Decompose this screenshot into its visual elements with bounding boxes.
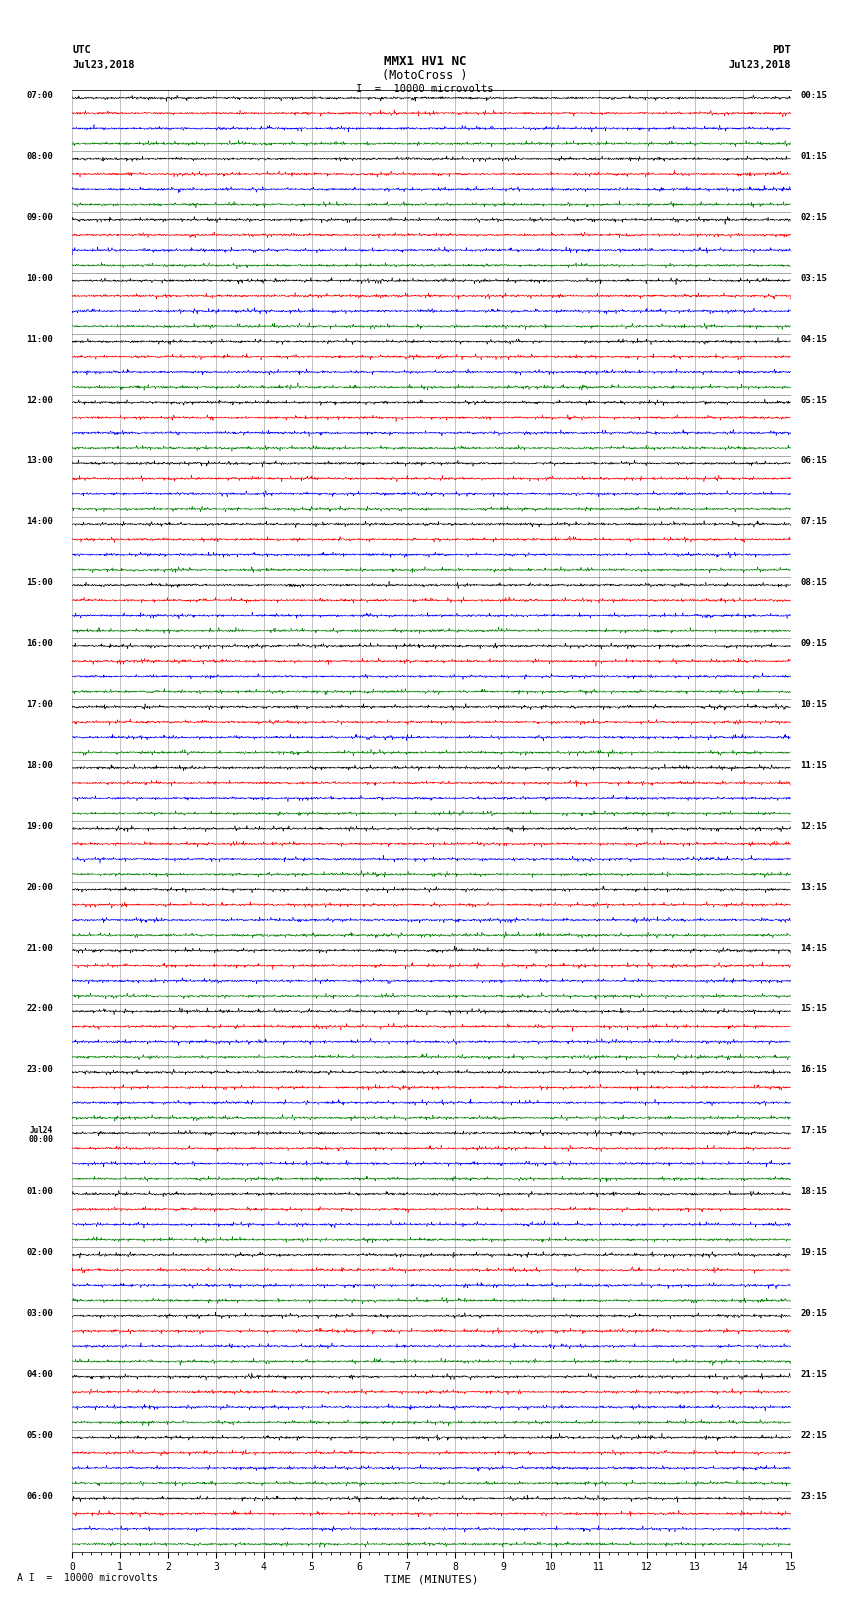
Text: 01:00: 01:00 (26, 1187, 53, 1197)
Text: 07:15: 07:15 (800, 518, 827, 526)
Text: 05:15: 05:15 (800, 395, 827, 405)
Text: 19:15: 19:15 (800, 1248, 827, 1257)
Text: 09:00: 09:00 (26, 213, 53, 223)
Text: 13:00: 13:00 (26, 456, 53, 466)
Text: 18:00: 18:00 (26, 761, 53, 769)
Text: 05:00: 05:00 (26, 1431, 53, 1440)
Text: 21:15: 21:15 (800, 1369, 827, 1379)
Text: 15:00: 15:00 (26, 577, 53, 587)
Text: 10:15: 10:15 (800, 700, 827, 710)
Text: 03:00: 03:00 (26, 1308, 53, 1318)
Text: 16:00: 16:00 (26, 639, 53, 648)
Text: 21:00: 21:00 (26, 944, 53, 953)
Text: 22:00: 22:00 (26, 1005, 53, 1013)
Text: UTC: UTC (72, 45, 91, 55)
Text: 02:15: 02:15 (800, 213, 827, 223)
Text: 12:15: 12:15 (800, 821, 827, 831)
Text: 04:15: 04:15 (800, 334, 827, 344)
Text: 19:00: 19:00 (26, 821, 53, 831)
Text: 14:15: 14:15 (800, 944, 827, 953)
Text: I  =  10000 microvolts: I = 10000 microvolts (356, 84, 494, 94)
Text: 02:00: 02:00 (26, 1248, 53, 1257)
Text: 00:15: 00:15 (800, 90, 827, 100)
Text: 20:00: 20:00 (26, 882, 53, 892)
Text: 13:15: 13:15 (800, 882, 827, 892)
Text: 16:15: 16:15 (800, 1065, 827, 1074)
Text: 06:15: 06:15 (800, 456, 827, 466)
Text: 20:15: 20:15 (800, 1308, 827, 1318)
Text: 00:00: 00:00 (28, 1136, 53, 1144)
Text: 01:15: 01:15 (800, 152, 827, 161)
Text: 08:00: 08:00 (26, 152, 53, 161)
Text: Jul23,2018: Jul23,2018 (728, 60, 791, 69)
Text: 18:15: 18:15 (800, 1187, 827, 1197)
Text: A I  =  10000 microvolts: A I = 10000 microvolts (17, 1573, 158, 1582)
Text: 15:15: 15:15 (800, 1005, 827, 1013)
Text: Jul24: Jul24 (30, 1126, 53, 1136)
Text: 23:00: 23:00 (26, 1065, 53, 1074)
Text: 17:00: 17:00 (26, 700, 53, 710)
Text: 14:00: 14:00 (26, 518, 53, 526)
X-axis label: TIME (MINUTES): TIME (MINUTES) (384, 1574, 479, 1586)
Text: 06:00: 06:00 (26, 1492, 53, 1500)
Text: 11:00: 11:00 (26, 334, 53, 344)
Text: (MotoCross ): (MotoCross ) (382, 69, 468, 82)
Text: MMX1 HV1 NC: MMX1 HV1 NC (383, 55, 467, 68)
Text: 09:15: 09:15 (800, 639, 827, 648)
Text: 04:00: 04:00 (26, 1369, 53, 1379)
Text: 12:00: 12:00 (26, 395, 53, 405)
Text: 11:15: 11:15 (800, 761, 827, 769)
Text: 07:00: 07:00 (26, 90, 53, 100)
Text: 22:15: 22:15 (800, 1431, 827, 1440)
Text: PDT: PDT (772, 45, 791, 55)
Text: 10:00: 10:00 (26, 274, 53, 282)
Text: 23:15: 23:15 (800, 1492, 827, 1500)
Text: Jul23,2018: Jul23,2018 (72, 60, 135, 69)
Text: 03:15: 03:15 (800, 274, 827, 282)
Text: 08:15: 08:15 (800, 577, 827, 587)
Text: 17:15: 17:15 (800, 1126, 827, 1136)
